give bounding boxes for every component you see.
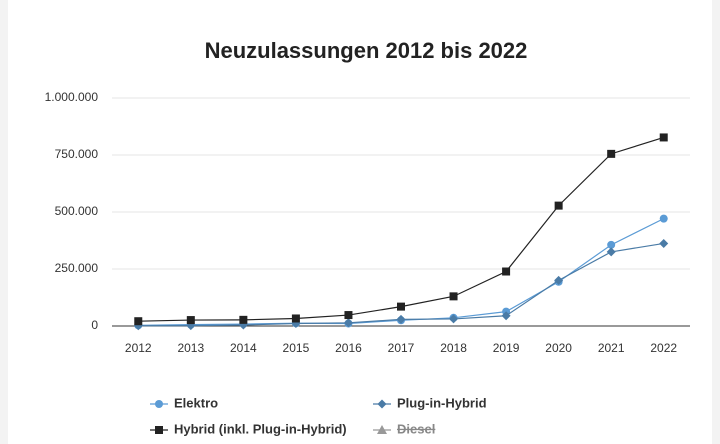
data-point (186, 316, 195, 325)
data-point (397, 302, 405, 311)
panel (8, 0, 712, 444)
legend-marker (377, 399, 387, 409)
data-point (396, 314, 406, 324)
data-point (343, 318, 353, 328)
x-tick-label: 2020 (545, 341, 572, 355)
chart-title: Neuzulassungen 2012 bis 2022 (205, 38, 528, 63)
y-tick-label: 750.000 (55, 147, 99, 161)
x-tick-label: 2017 (388, 341, 415, 355)
data-point (502, 267, 511, 276)
y-tick-label: 500.000 (55, 204, 99, 218)
x-tick-label: 2012 (125, 341, 152, 355)
y-tick-label: 0 (91, 318, 98, 332)
x-tick-label: 2013 (177, 341, 204, 355)
x-tick-label: 2021 (598, 341, 625, 355)
legend-label[interactable]: Diesel (397, 421, 435, 436)
legend-label[interactable]: Hybrid (inkl. Plug-in-Hybrid) (174, 421, 347, 436)
legend-marker (155, 400, 163, 408)
data-point (659, 133, 668, 142)
legend-marker (155, 426, 163, 434)
x-tick-label: 2016 (335, 341, 362, 355)
y-tick-label: 250.000 (55, 261, 99, 275)
data-point (607, 149, 616, 158)
legend-label[interactable]: Plug-in-Hybrid (397, 395, 487, 410)
data-point (607, 240, 616, 249)
legend-label[interactable]: Elektro (174, 395, 218, 410)
data-point (501, 311, 511, 321)
data-point (449, 314, 459, 324)
x-tick-label: 2014 (230, 341, 257, 355)
data-point (134, 317, 143, 326)
data-point (449, 292, 458, 301)
x-tick-label: 2019 (493, 341, 520, 355)
x-tick-label: 2022 (650, 341, 677, 355)
data-point (291, 314, 300, 323)
data-point (606, 247, 616, 257)
data-point (659, 238, 669, 248)
data-point (554, 275, 564, 285)
data-point (554, 201, 563, 210)
data-point (344, 311, 353, 320)
y-tick-label: 1.000.000 (45, 90, 99, 104)
x-tick-label: 2018 (440, 341, 467, 355)
x-tick-label: 2015 (283, 341, 310, 355)
data-point (659, 214, 668, 223)
data-point (239, 315, 248, 324)
legend-marker (377, 425, 387, 434)
